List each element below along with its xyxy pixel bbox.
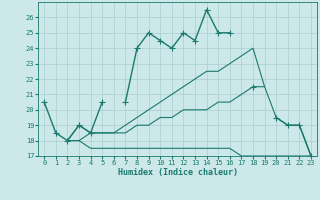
X-axis label: Humidex (Indice chaleur): Humidex (Indice chaleur) — [118, 168, 238, 177]
